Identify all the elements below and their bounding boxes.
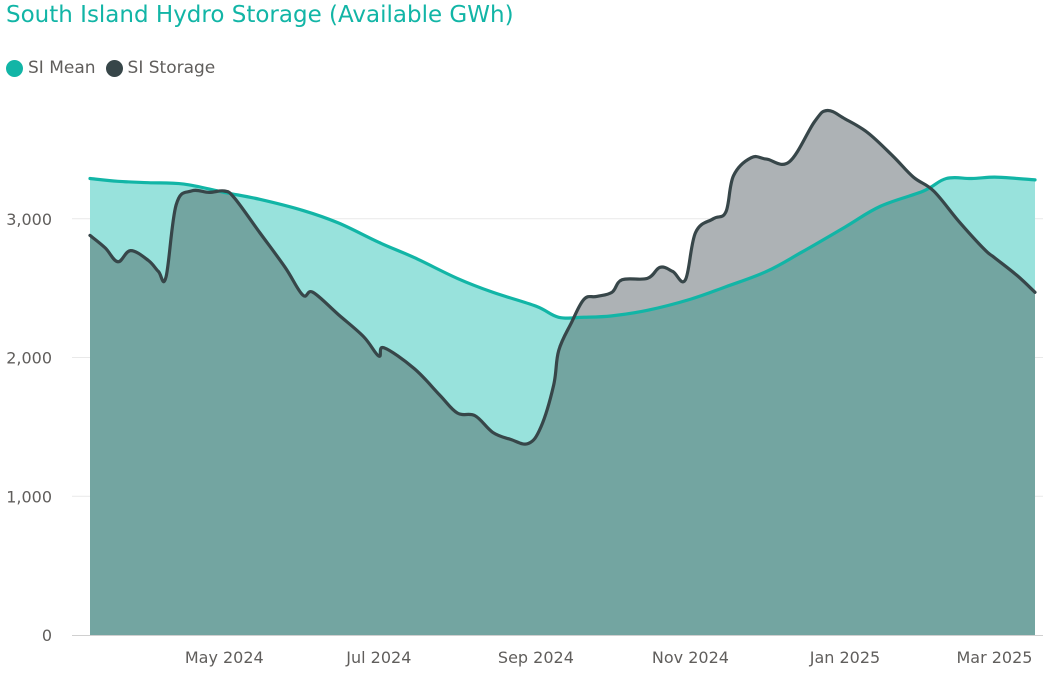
legend: SI Mean SI Storage [6, 57, 225, 79]
y-tick-label: 1,000 [6, 487, 52, 506]
legend-label-si-storage: SI Storage [127, 58, 216, 78]
y-tick-label: 3,000 [6, 210, 52, 229]
legend-item-si-storage[interactable]: SI Storage [105, 58, 216, 78]
chart-title: South Island Hydro Storage (Available GW… [6, 2, 514, 28]
x-tick-label: Jan 2025 [809, 648, 880, 667]
legend-label-si-mean: SI Mean [28, 58, 96, 78]
x-tick-label: Sep 2024 [498, 648, 574, 667]
legend-marker-si-mean [6, 59, 23, 77]
x-tick-label: Jul 2024 [345, 648, 411, 667]
x-tick-label: Nov 2024 [652, 648, 729, 667]
x-tick-label: Mar 2025 [956, 648, 1032, 667]
y-tick-label: 2,000 [6, 349, 52, 368]
legend-marker-si-storage [105, 59, 123, 77]
line-si-mean [88, 175, 1037, 320]
line-si-storage [88, 108, 1037, 446]
y-tick-label: 0 [42, 626, 52, 645]
legend-item-si-mean[interactable]: SI Mean [6, 58, 96, 78]
x-tick-label: May 2024 [185, 648, 264, 667]
